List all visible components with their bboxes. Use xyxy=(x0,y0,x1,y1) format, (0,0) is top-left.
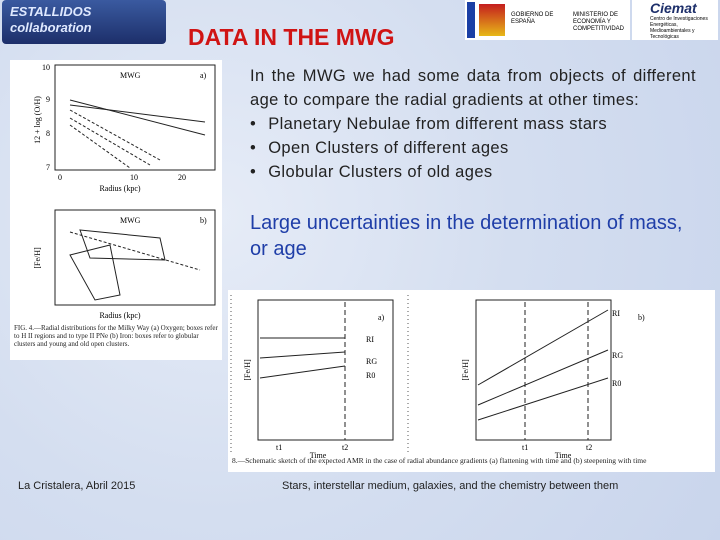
bullet-list: Planetary Nebulae from different mass st… xyxy=(250,112,696,184)
curve-label: RI xyxy=(366,335,374,344)
axis-label: [Fe/H] xyxy=(461,359,470,381)
logo-line: ESTALLIDOS xyxy=(10,4,92,19)
highlight-text: Large uncertainties in the determination… xyxy=(250,212,683,260)
figure-left: MWG a) 10 9 8 7 0 10 20 Radius (kpc) 12 … xyxy=(10,60,222,360)
panel-label: MWG xyxy=(120,216,141,225)
logo-line: collaboration xyxy=(10,20,92,35)
axes xyxy=(54,209,216,306)
axis-label: [Fe/H] xyxy=(33,247,42,269)
curve-label: R0 xyxy=(612,379,621,388)
tick-label: 9 xyxy=(46,95,50,104)
tick-label: 10 xyxy=(42,63,50,72)
gov-logo: GOBIERNO DE ESPAÑA MINISTERIO DE ECONOMÍ… xyxy=(465,0,630,40)
curve-label: RG xyxy=(612,351,623,360)
curve-label: R0 xyxy=(366,371,375,380)
tick-label: 20 xyxy=(178,173,186,182)
panel-label: MWG xyxy=(120,71,141,80)
axis-label: Time xyxy=(310,451,327,460)
axes xyxy=(475,299,612,441)
tick-label: 8 xyxy=(46,129,50,138)
slide-title: DATA IN THE MWG xyxy=(188,24,395,50)
axes xyxy=(54,64,216,171)
tick-label: t1 xyxy=(276,443,282,452)
footer-left: La Cristalera, Abril 2015 xyxy=(18,480,136,492)
ciemat-sub: Centro de Investigaciones Energéticas, M… xyxy=(650,16,708,40)
axes xyxy=(257,299,394,441)
panel-letter: b) xyxy=(638,313,645,322)
axis-label: Radius (kpc) xyxy=(99,184,140,193)
curve-label: RI xyxy=(612,309,620,318)
axis-label: [Fe/H] xyxy=(243,359,252,381)
figure-caption: FIG. 4.—Radial distributions for the Mil… xyxy=(14,324,218,348)
ciemat-name: Ciemat xyxy=(650,0,697,16)
bullet: Planetary Nebulae from different mass st… xyxy=(250,112,696,136)
panel-letter: a) xyxy=(200,71,207,80)
gov-text: GOBIERNO DE ESPAÑA xyxy=(511,12,554,25)
gov-text: MINISTERIO DE ECONOMÍA Y COMPETITIVIDAD xyxy=(573,12,625,32)
figure-caption: 8.—Schematic sketch of the expected AMR … xyxy=(232,456,647,465)
axis-label: Radius (kpc) xyxy=(99,311,140,320)
figure-right: RI RG R0 a) t1 t2 Time [Fe/H] RI RG R0 b… xyxy=(228,290,715,472)
ciemat-logo: Ciemat Centro de Investigaciones Energét… xyxy=(632,0,718,40)
tick-label: t2 xyxy=(342,443,348,452)
axis-label: 12 + log (O/H) xyxy=(33,96,42,144)
footer-center: Stars, interstellar medium, galaxies, an… xyxy=(282,480,619,492)
tick-label: t1 xyxy=(522,443,528,452)
panel-letter: a) xyxy=(378,313,385,322)
axis-label: Time xyxy=(555,451,572,460)
tick-label: t2 xyxy=(586,443,592,452)
bullet: Globular Clusters of old ages xyxy=(250,160,696,184)
tick-label: 0 xyxy=(58,173,62,182)
paragraph: In the MWG we had some data from objects… xyxy=(250,67,696,109)
body-text: In the MWG we had some data from objects… xyxy=(250,64,696,184)
tick-label: 7 xyxy=(46,163,50,172)
tick-label: 10 xyxy=(130,173,138,182)
curve-label: RG xyxy=(366,357,377,366)
bullet: Open Clusters of different ages xyxy=(250,136,696,160)
panel-letter: b) xyxy=(200,216,207,225)
collab-logo: ESTALLIDOS collaboration xyxy=(2,0,166,44)
